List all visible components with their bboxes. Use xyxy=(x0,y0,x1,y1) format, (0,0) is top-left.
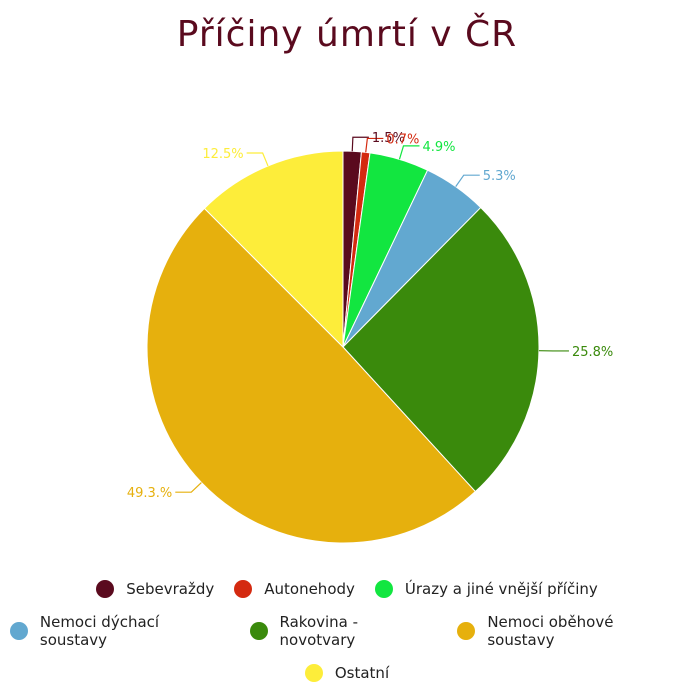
legend-row-2: Nemoci dýchací soustavy Rakovina - novot… xyxy=(0,610,694,652)
slice-data-label: 4.9% xyxy=(422,140,455,155)
legend-swatch-icon xyxy=(249,622,268,640)
pie-slice[interactable] xyxy=(146,207,477,544)
legend-label: Autonehody xyxy=(264,580,355,598)
slice-leader-line xyxy=(351,136,369,152)
legend-item[interactable]: Ostatní xyxy=(304,664,390,682)
slice-data-label: 49.3.% xyxy=(127,486,172,501)
legend-label: Ostatní xyxy=(334,664,390,682)
legend-item[interactable]: Sebevraždy xyxy=(96,580,214,598)
chart-title: Příčiny úmrtí v ČR xyxy=(176,14,518,55)
slice-leader-line xyxy=(455,174,480,187)
slice-leader-line xyxy=(365,137,384,153)
slice-data-label: 5.3% xyxy=(483,169,516,184)
legend-swatch-icon xyxy=(96,580,115,598)
legend-label: Rakovina - novotvary xyxy=(279,613,359,649)
legend-row-1: Sebevraždy Autonehody Úrazy a jiné vnějš… xyxy=(0,568,694,610)
legend-swatch-icon xyxy=(457,622,476,640)
legend-swatch-icon xyxy=(304,664,323,682)
slice-leader-lines xyxy=(175,136,569,493)
legend-item[interactable]: Autonehody xyxy=(234,580,355,598)
legend-item[interactable]: Nemoci oběhové soustavy xyxy=(457,613,684,649)
legend-item[interactable]: Rakovina - novotvary xyxy=(249,613,438,649)
slice-data-label: 12.5% xyxy=(202,147,243,162)
slice-leader-line xyxy=(175,482,202,493)
legend-row-3: Ostatní xyxy=(0,652,694,694)
legend-swatch-icon xyxy=(234,580,253,598)
slice-data-label: 0.7% xyxy=(386,132,419,147)
legend-item[interactable]: Úrazy a jiné vnější příčiny xyxy=(374,580,598,598)
legend-swatch-icon xyxy=(374,580,393,598)
slice-leader-line xyxy=(398,145,420,160)
legend-label: Nemoci dýchací soustavy xyxy=(39,613,160,649)
slice-leader-line xyxy=(246,152,269,167)
pie-slice[interactable] xyxy=(342,206,540,493)
pie-slices xyxy=(146,150,540,544)
slice-labels: 1.5%0.7% 4.9% 5.3% 25.8% 49.3.% 12.5% xyxy=(127,131,613,501)
legend-label: Nemoci oběhové soustavy xyxy=(487,613,614,649)
legend-swatch-icon xyxy=(10,622,28,640)
slice-data-label: 25.8% xyxy=(572,345,613,360)
slice-data-label: 1.5% xyxy=(372,131,405,146)
legend: Sebevraždy Autonehody Úrazy a jiné vnějš… xyxy=(0,568,694,694)
legend-label: Úrazy a jiné vnější příčiny xyxy=(404,580,598,598)
pie-chart: 1.5%0.7% 4.9% 5.3% 25.8% 49.3.% 12.5% xyxy=(127,131,613,544)
legend-label: Sebevraždy xyxy=(126,580,215,598)
legend-item[interactable]: Nemoci dýchací soustavy xyxy=(10,613,230,649)
